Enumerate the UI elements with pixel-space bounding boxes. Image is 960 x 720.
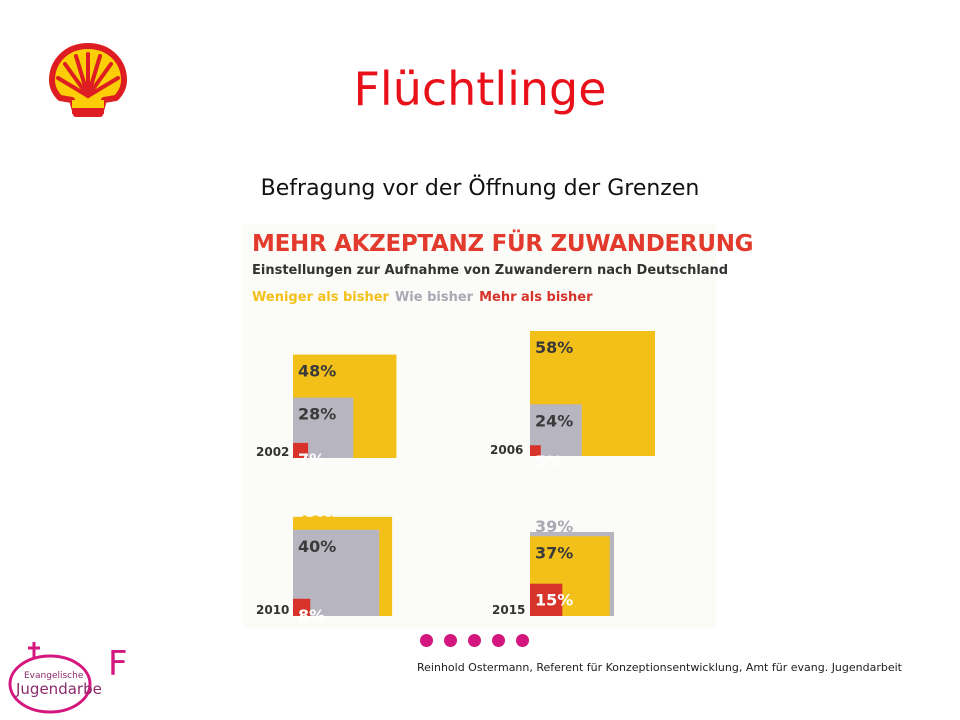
footer-credit: Reinhold Ostermann, Referent für Konzept… (417, 661, 902, 674)
chart-title: MEHR AKZEPTANZ FÜR ZUWANDERUNG (252, 231, 754, 257)
pagination-dot (444, 634, 457, 647)
legend-entry-weniger: Weniger als bisher (252, 290, 389, 305)
logo-text-line1: Evangelische (24, 671, 84, 681)
value-label-2015-weniger: 37% (535, 543, 573, 562)
value-label-2006-mehr: 5% (535, 452, 562, 471)
legend-entry-wie: Wie bisher (394, 290, 474, 305)
evangelische-jugendarbeit-logo: Evangelische Jugendarbeit (8, 642, 102, 714)
square-2002-mehr (293, 442, 309, 458)
nested-square-chart: 48%28%7%200258%24%5%200646%40%8%201039%3… (256, 331, 655, 625)
value-label-2006-weniger: 58% (535, 338, 573, 357)
square-2015-mehr (530, 583, 563, 616)
pagination-dot (468, 634, 481, 647)
year-label-2010: 2010 (256, 603, 289, 617)
chart-panel: 48% 28% 7% 2002 58% 24% 5% 2006 46% 40% 8% 2010 39% 3… (242, 224, 754, 628)
logo-text-line2: Jugendarbeit (15, 680, 102, 698)
year-label-2002: 2002 (256, 445, 289, 459)
value-label-2006-wie: 24% (535, 411, 573, 430)
pagination-dot (492, 634, 505, 647)
square-2006-mehr (530, 445, 541, 456)
slide-subtitle: Befragung vor der Öffnung der Grenzen (260, 176, 700, 201)
value-label-2002-weniger: 48% (298, 362, 336, 381)
year-label-2015: 2015 (492, 603, 525, 617)
value-label-2015-mehr: 15% (535, 591, 573, 610)
panel-2002: 48% 28% 7% 2002 (256, 354, 397, 469)
chart-subtitle: Einstellungen zur Aufnahme von Zuwandere… (252, 263, 729, 278)
panel-2015: 39% 37% 15% 2015 (492, 517, 615, 617)
slide-title: Flüchtlinge (353, 62, 607, 116)
chart-legend: Weniger als bisher Wie bisher Mehr als bis… (252, 290, 599, 305)
value-label-2010-wie: 40% (298, 537, 336, 556)
value-label-2015-wie: 39% (535, 517, 573, 536)
panel-2010: 46% 40% 8% 2010 (256, 512, 393, 625)
value-label-2002-wie: 28% (298, 405, 336, 424)
value-label-2010-mehr: 8% (298, 606, 325, 625)
corner-letter: F (108, 644, 128, 684)
value-label-2002-mehr: 7% (298, 450, 325, 469)
pagination-dot (420, 634, 433, 647)
square-2010-mehr (293, 598, 311, 616)
pagination-dots (420, 632, 550, 648)
year-label-2006: 2006 (490, 443, 523, 457)
legend-entry-mehr: Mehr als bisher (479, 290, 593, 305)
value-label-2010-weniger: 46% (298, 512, 336, 531)
panel-2006: 58% 24% 5% 2006 (490, 331, 655, 471)
pagination-dot (516, 634, 529, 647)
shell-logo (49, 43, 127, 117)
